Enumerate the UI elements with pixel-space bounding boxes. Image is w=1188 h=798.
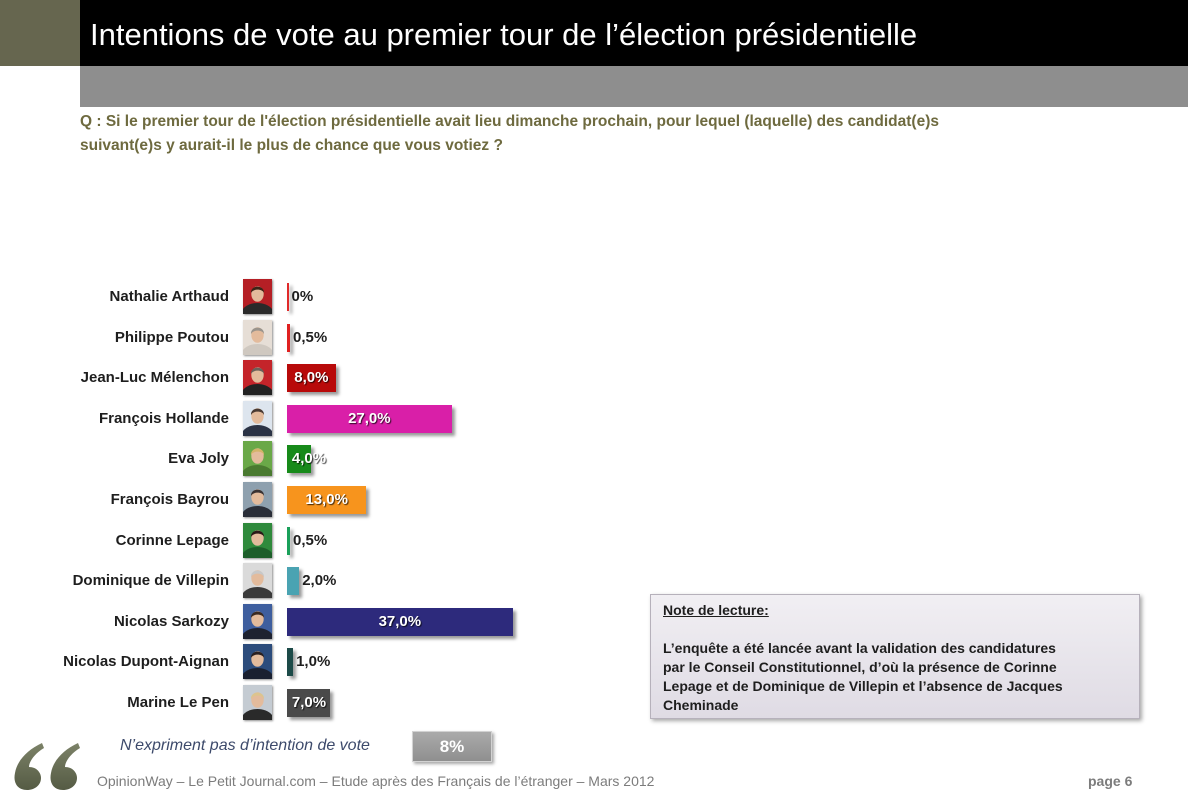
value-label: 13,0% bbox=[305, 491, 348, 508]
chart-row: Nicolas Sarkozy 37,0% bbox=[0, 602, 640, 642]
candidate-photo bbox=[243, 400, 272, 436]
candidate-name: Philippe Poutou bbox=[114, 328, 229, 346]
value-label: 2,0% bbox=[302, 572, 337, 590]
footer-source: OpinionWay – Le Petit Journal.com – Etud… bbox=[97, 773, 655, 789]
bar bbox=[287, 283, 289, 311]
candidate-name: Corinne Lepage bbox=[115, 531, 229, 549]
value-label: 0,5% bbox=[293, 531, 328, 549]
bar bbox=[287, 607, 513, 636]
candidate-photo bbox=[243, 563, 272, 599]
portrait-graphic bbox=[243, 563, 272, 599]
reading-note-line: L’enquête a été lancée avant la validati… bbox=[663, 640, 1056, 656]
value-label: 0,5% bbox=[293, 328, 328, 346]
candidate-photo bbox=[243, 279, 272, 314]
quote-icon bbox=[14, 743, 80, 790]
reading-note-line: par le Conseil Constitutionnel, d’où la … bbox=[663, 659, 1057, 675]
bar bbox=[287, 323, 291, 352]
portrait-graphic bbox=[243, 441, 272, 477]
candidate-name: Nicolas Dupont-Aignan bbox=[63, 653, 229, 671]
chart-row: Nathalie Arthaud 0% bbox=[0, 277, 640, 317]
portrait-graphic bbox=[243, 482, 272, 517]
portrait-graphic bbox=[243, 685, 272, 720]
bar bbox=[287, 445, 312, 474]
chart-row: François Bayrou 13,0% bbox=[0, 480, 640, 520]
value-label: 1,0% bbox=[296, 653, 331, 671]
bar bbox=[287, 526, 291, 555]
chart-row: Jean-Luc Mélenchon 8,0% bbox=[0, 358, 640, 398]
chart-row: Corinne Lepage 0,5% bbox=[0, 521, 640, 561]
header-accent-block bbox=[0, 0, 80, 66]
candidate-name: Jean-Luc Mélenchon bbox=[80, 369, 229, 387]
candidate-name: François Bayrou bbox=[110, 491, 229, 508]
page-number: page 6 bbox=[1088, 773, 1133, 789]
candidate-photo bbox=[243, 319, 272, 355]
chart-row: Philippe Poutou 0,5% bbox=[0, 318, 640, 358]
vote-intention-bar-chart: Nathalie Arthaud 0% Philippe Poutou 0,5% Jea… bbox=[0, 277, 640, 723]
reading-note-line: Cheminade bbox=[663, 697, 739, 713]
reading-note-box: Note de lecture: L’enquête a été lancée … bbox=[650, 594, 1140, 719]
page-title: Intentions de vote au premier tour de l’… bbox=[90, 17, 918, 52]
candidate-name: Nathalie Arthaud bbox=[109, 288, 229, 305]
candidate-photo bbox=[243, 522, 272, 558]
value-label: 7,0% bbox=[291, 694, 327, 711]
title-bar: Intentions de vote au premier tour de l’… bbox=[80, 0, 1188, 66]
candidate-photo bbox=[243, 482, 272, 517]
chart-row: Marine Le Pen 7,0% bbox=[0, 683, 640, 723]
chart-row: Nicolas Dupont-Aignan 1,0% bbox=[0, 642, 640, 682]
bar bbox=[287, 648, 294, 677]
survey-question-line: Q : Si le premier tour de l'élection pré… bbox=[80, 113, 939, 130]
portrait-graphic bbox=[243, 603, 272, 639]
bar bbox=[287, 404, 452, 433]
reading-note-body: L’enquête a été lancée avant la validati… bbox=[663, 639, 1129, 715]
candidate-name: Eva Joly bbox=[168, 450, 229, 468]
bar bbox=[287, 689, 330, 717]
chart-row: Dominique de Villepin 2,0% bbox=[0, 561, 640, 601]
no-intention-label: N’expriment pas d’intention de vote bbox=[120, 737, 370, 754]
candidate-photo bbox=[243, 441, 272, 477]
value-label: 0% bbox=[291, 288, 314, 305]
header-band bbox=[80, 66, 1188, 107]
portrait-graphic bbox=[243, 522, 272, 558]
survey-question: Q : Si le premier tour de l'élection pré… bbox=[80, 110, 939, 158]
bar bbox=[287, 486, 367, 514]
candidate-photo bbox=[243, 603, 272, 639]
reading-note-title: Note de lecture: bbox=[663, 602, 769, 618]
bar bbox=[287, 364, 336, 393]
chart-row: Eva Joly 4,0% bbox=[0, 439, 640, 479]
value-label: 27,0% bbox=[348, 409, 391, 427]
value-label: 37,0% bbox=[378, 612, 422, 630]
portrait-graphic bbox=[243, 360, 272, 396]
value-label: 8,0% bbox=[294, 369, 329, 387]
candidate-photo bbox=[243, 685, 272, 720]
chart-row: François Hollande 27,0% bbox=[0, 399, 640, 439]
value-label: 4,0% bbox=[291, 450, 327, 468]
candidate-name: Nicolas Sarkozy bbox=[113, 612, 229, 630]
candidate-photo bbox=[243, 360, 272, 396]
candidate-name: Marine Le Pen bbox=[127, 694, 229, 711]
reading-note-line: Lepage et de Dominique de Villepin et l’… bbox=[663, 678, 1063, 694]
portrait-graphic bbox=[243, 400, 272, 436]
portrait-graphic bbox=[243, 279, 272, 314]
candidate-photo bbox=[243, 644, 272, 680]
survey-question-line: suivant(e)s y aurait-il le plus de chanc… bbox=[80, 137, 503, 154]
candidate-name: François Hollande bbox=[98, 409, 229, 427]
bar bbox=[287, 567, 300, 596]
portrait-graphic bbox=[243, 319, 272, 355]
no-intention-value-box: 8% bbox=[412, 731, 492, 762]
portrait-graphic bbox=[243, 644, 272, 680]
candidate-name: Dominique de Villepin bbox=[72, 572, 229, 590]
